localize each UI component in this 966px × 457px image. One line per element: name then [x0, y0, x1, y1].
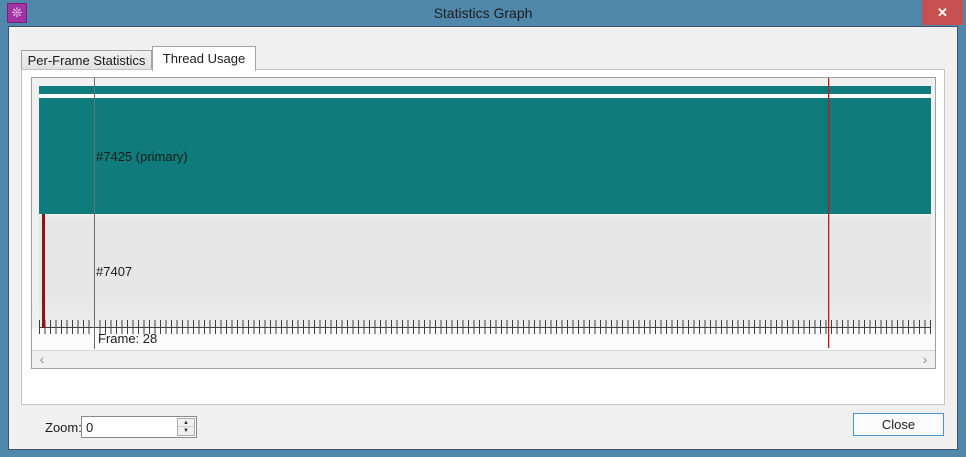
frame-ruler: [39, 320, 931, 334]
frame-cursor-line: [94, 78, 95, 349]
window-title: Statistics Graph: [433, 5, 533, 21]
zoom-spin-buttons: ▲ ▼: [177, 418, 195, 436]
horizontal-scrollbar[interactable]: ‹ ›: [32, 350, 935, 368]
close-button[interactable]: Close: [853, 413, 944, 436]
dialog-client-area: Per-Frame Statistics Thread Usage #7425 …: [8, 26, 958, 450]
tab-per-frame-statistics[interactable]: Per-Frame Statistics: [21, 50, 152, 70]
thread-label-7407: #7407: [96, 263, 133, 279]
app-icon: ❊: [7, 3, 27, 23]
scroll-left-arrow[interactable]: ‹: [39, 351, 45, 367]
close-window-button[interactable]: ✕: [922, 0, 963, 25]
scroll-right-arrow[interactable]: ›: [922, 351, 928, 367]
zoom-increment-button[interactable]: ▲: [178, 419, 194, 427]
thread-label-7425: #7425 (primary): [96, 148, 188, 164]
selection-marker-line: [828, 78, 829, 348]
chevron-down-icon: ▼: [183, 428, 189, 434]
title-bar[interactable]: ❊ Statistics Graph ✕: [0, 0, 966, 26]
thread-usage-graph[interactable]: #7425 (primary) #7407 Frame: 28 ‹ ›: [31, 77, 936, 369]
frame-cursor-label: Frame: 28: [98, 331, 158, 346]
thread-activity-marker: [42, 214, 45, 328]
atom-icon: ❊: [11, 5, 23, 20]
close-icon: ✕: [937, 5, 948, 20]
chevron-up-icon: ▲: [183, 420, 189, 426]
thread-row-7425: #7425 (primary): [39, 98, 931, 214]
tab-thread-usage[interactable]: Thread Usage: [152, 46, 256, 71]
plot-gap: [39, 94, 931, 98]
thread-row-7407: #7407: [39, 214, 931, 328]
zoom-spinbox: ▲ ▼: [81, 416, 197, 438]
thread-usage-page: #7425 (primary) #7407 Frame: 28 ‹ › Zoom…: [21, 69, 945, 438]
zoom-label: Zoom:: [45, 420, 82, 435]
overview-bar: [39, 86, 931, 94]
zoom-decrement-button[interactable]: ▼: [178, 427, 194, 435]
zoom-input[interactable]: [82, 417, 176, 437]
